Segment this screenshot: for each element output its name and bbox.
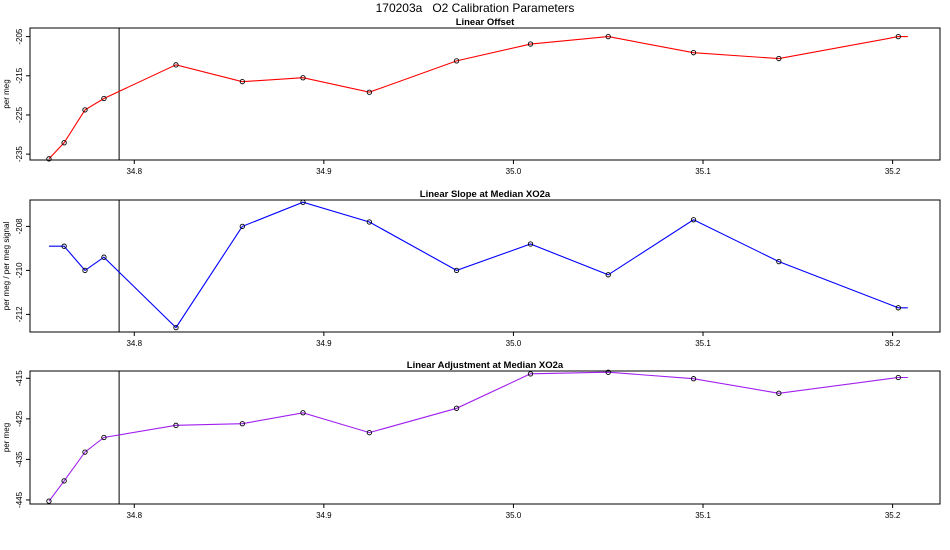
y-tick-label: -225 — [15, 106, 24, 123]
data-point — [366, 219, 373, 225]
x-tick-label: 35.2 — [885, 167, 901, 176]
data-point — [61, 140, 67, 146]
y-axis-label: per meg / per meg signal — [2, 222, 11, 311]
data-point — [776, 390, 782, 396]
chart-panel: Linear Adjustment at Median XO2a 34.8 34.9… — [2, 360, 941, 520]
data-point — [173, 422, 179, 428]
x-tick-label: 35.1 — [695, 167, 711, 176]
y-tick-label: -425 — [15, 410, 24, 427]
x-tick-label: 34.8 — [126, 167, 142, 176]
plot-frame — [29, 27, 941, 161]
data-point — [101, 95, 107, 102]
data-point — [46, 156, 52, 162]
x-tick-label: 35.0 — [506, 167, 522, 176]
data-point — [101, 254, 107, 260]
y-tick-label: -235 — [15, 146, 24, 163]
y-tick-label: -445 — [15, 491, 24, 508]
y-tick-label: -205 — [15, 28, 24, 45]
data-point — [895, 305, 901, 311]
data-point — [61, 478, 67, 484]
chart-title: Linear Offset — [456, 17, 515, 28]
chart-panel: Linear Offset 34.8 34.9 35.0 35.1 35.2 -205 -21… — [2, 17, 941, 176]
data-point — [101, 434, 107, 441]
data-point — [690, 217, 697, 223]
page-title: 170203a O2 Calibration Parameters — [375, 1, 575, 15]
data-point — [300, 199, 306, 205]
series-line — [48, 36, 908, 160]
data-point — [690, 376, 697, 382]
data-point — [239, 223, 245, 230]
data-point — [605, 369, 611, 375]
chart-panel: Linear Slope at Median XO2a 34.8 34.9 35.0 3… — [2, 189, 941, 348]
data-point — [453, 405, 460, 411]
data-point — [895, 33, 901, 40]
data-point — [239, 421, 245, 427]
data-point — [173, 62, 179, 68]
data-point — [46, 498, 52, 504]
data-point — [366, 429, 373, 436]
y-tick-label: -215 — [15, 67, 24, 84]
data-point — [82, 449, 88, 455]
data-point — [300, 75, 306, 81]
data-point — [527, 371, 534, 377]
y-tick-label: -415 — [15, 370, 24, 387]
series-line — [49, 201, 908, 329]
data-point — [895, 374, 901, 381]
data-point — [82, 267, 88, 274]
data-point — [239, 79, 245, 85]
x-tick-label: 34.9 — [316, 167, 332, 176]
data-point — [776, 55, 782, 62]
y-tick-label: -210 — [15, 262, 24, 279]
y-tick-label: -208 — [15, 218, 24, 235]
data-point — [527, 241, 534, 247]
x-tick-label: 34.8 — [126, 339, 142, 348]
data-point — [776, 258, 782, 265]
x-tick-label: 35.2 — [885, 511, 901, 520]
plot-frame — [29, 199, 941, 333]
x-tick-label: 35.2 — [885, 339, 901, 348]
data-point — [605, 33, 611, 40]
data-point — [82, 107, 88, 113]
x-tick-label: 35.0 — [506, 511, 522, 520]
data-point — [61, 243, 67, 249]
data-point — [366, 89, 373, 95]
x-tick-label: 34.9 — [316, 511, 332, 520]
data-point — [527, 41, 534, 47]
y-axis-label: per meg — [2, 423, 11, 452]
y-tick-label: -435 — [15, 451, 24, 468]
data-point — [453, 267, 460, 274]
series-line — [48, 371, 908, 502]
x-tick-label: 35.1 — [695, 339, 711, 348]
chart-title: Linear Slope at Median XO2a — [420, 189, 551, 200]
data-point — [173, 324, 179, 331]
data-point — [300, 410, 306, 416]
x-tick-label: 35.1 — [695, 511, 711, 520]
y-tick-label: -212 — [15, 306, 24, 323]
data-point — [690, 50, 697, 56]
x-tick-label: 35.0 — [506, 339, 522, 348]
x-tick-label: 34.9 — [316, 339, 332, 348]
data-point — [453, 58, 460, 64]
y-axis-label: per meg — [2, 79, 11, 108]
x-tick-label: 34.8 — [126, 511, 142, 520]
data-point — [605, 272, 611, 278]
chart-title: Linear Adjustment at Median XO2a — [407, 360, 564, 371]
plot-frame — [29, 370, 941, 505]
